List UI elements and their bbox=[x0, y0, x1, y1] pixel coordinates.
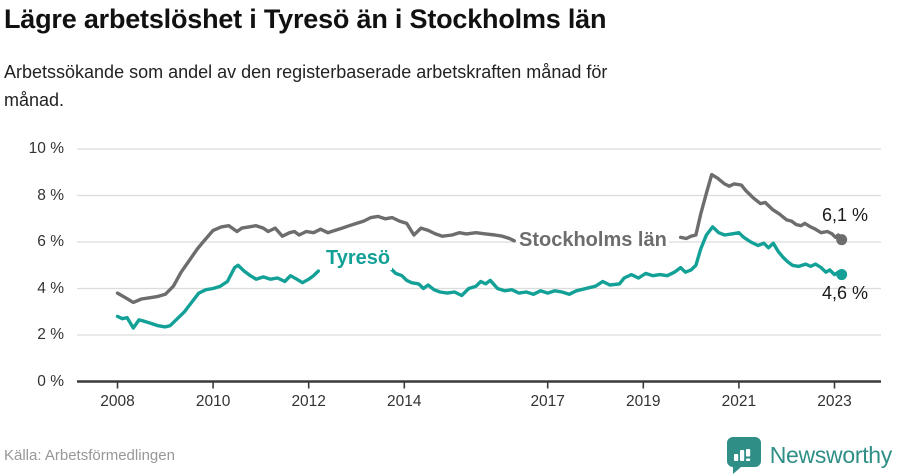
x-axis-tick-label: 2014 bbox=[387, 393, 422, 410]
source-note: Källa: Arbetsförmedlingen bbox=[4, 447, 175, 464]
x-axis-tick-label: 2017 bbox=[530, 393, 565, 410]
x-axis-tick-label: 2023 bbox=[817, 393, 852, 410]
y-axis-tick-label: 10 % bbox=[28, 140, 64, 157]
series-line-tyres- bbox=[115, 263, 320, 330]
y-axis-tick-label: 6 % bbox=[37, 233, 64, 250]
newsworthy-logo[interactable]: Newsworthy bbox=[726, 436, 892, 474]
brand-name: Newsworthy bbox=[769, 441, 893, 468]
y-axis-tick-label: 0 % bbox=[37, 372, 64, 390]
x-axis-tick-label: 2021 bbox=[721, 393, 757, 410]
x-axis-tick-label: 2012 bbox=[291, 393, 326, 410]
x-axis-tick-label: 2019 bbox=[626, 393, 661, 410]
y-axis-tick-label: 4 % bbox=[37, 279, 64, 297]
series-line-stockholms-l-n bbox=[115, 214, 516, 305]
chart-subtitle: Arbetssökande som andel av den registerb… bbox=[4, 58, 607, 114]
x-axis-tick-label: 2010 bbox=[195, 393, 231, 410]
series-line-tyres- bbox=[389, 225, 844, 298]
x-axis-tick-label: 2008 bbox=[100, 393, 135, 410]
chart-subtitle-line: månad. bbox=[4, 90, 65, 110]
series-line-stockholms-l-n bbox=[678, 172, 844, 242]
end-value-label-tyreso: 4,6 % bbox=[821, 283, 868, 303]
series-end-dot bbox=[836, 269, 848, 281]
series-label-stockholms-lan: Stockholms län bbox=[517, 229, 669, 252]
series-label-tyreso: Tyresö bbox=[324, 247, 393, 270]
end-value-label-stockholm: 6,1 % bbox=[821, 205, 868, 225]
y-axis-tick-label: 2 % bbox=[37, 326, 64, 343]
series-end-dot bbox=[836, 234, 848, 246]
chart-subtitle-line: Arbetssökande som andel av den registerb… bbox=[4, 62, 608, 82]
newsworthy-logo-icon bbox=[726, 437, 761, 474]
y-axis-tick-label: 8 % bbox=[37, 186, 64, 204]
chart-title: Lägre arbetslöshet i Tyresö än i Stockho… bbox=[4, 4, 607, 34]
